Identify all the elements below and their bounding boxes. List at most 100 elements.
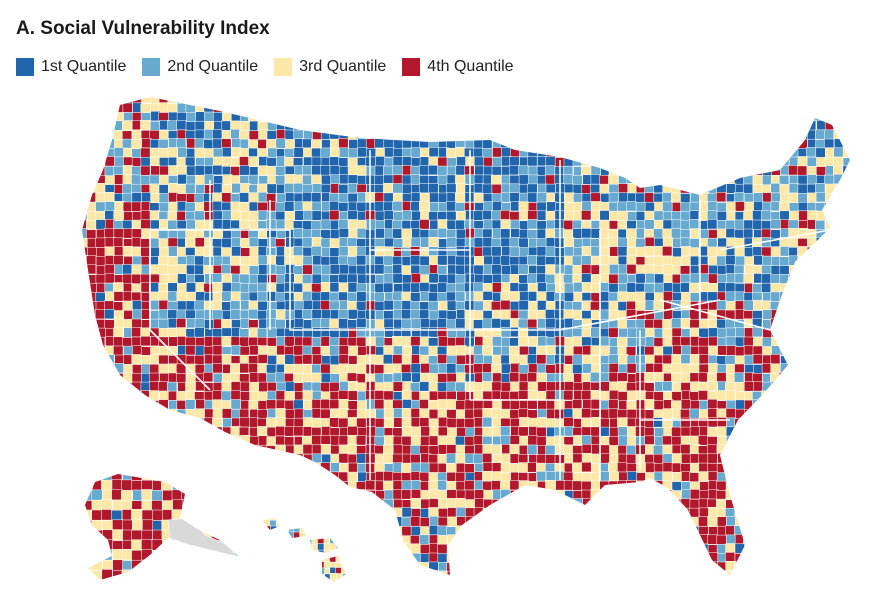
county-cell <box>384 327 395 338</box>
county-cell <box>573 580 583 590</box>
county-cell <box>572 526 583 537</box>
county-cell <box>771 391 782 402</box>
county-cell <box>212 418 223 429</box>
county-cell <box>95 309 106 320</box>
county-cell <box>518 580 528 590</box>
county-cell <box>212 561 223 573</box>
county-cell <box>356 264 367 276</box>
county-cell <box>275 435 286 446</box>
county-cell <box>82 561 88 572</box>
county-cell <box>834 327 845 338</box>
county-cell <box>212 201 223 212</box>
county-cell <box>519 535 530 546</box>
county-cell <box>338 255 349 266</box>
county-cell <box>446 444 457 455</box>
county-cell <box>311 552 322 563</box>
county-cell <box>491 174 502 185</box>
county-cell <box>726 120 737 131</box>
county-cell <box>527 210 538 221</box>
county-cell <box>203 148 215 159</box>
county-cell <box>293 228 304 239</box>
county-cell <box>779 274 790 285</box>
county-cell <box>401 516 412 528</box>
county-cell <box>465 570 476 575</box>
county-cell <box>743 426 754 437</box>
county-cell <box>95 399 106 410</box>
county-cell <box>806 426 817 437</box>
county-cell <box>842 399 850 410</box>
county-cell <box>167 265 178 276</box>
county-cell <box>797 112 808 123</box>
county-cell <box>743 228 754 239</box>
county-cell <box>312 517 323 528</box>
county-cell <box>85 500 93 512</box>
county-cell <box>302 300 314 311</box>
county-cell <box>581 328 592 339</box>
county-cell <box>752 147 764 159</box>
county-cell <box>195 174 206 186</box>
county-cell <box>555 517 566 528</box>
county-cell <box>519 120 530 131</box>
county-cell <box>185 399 196 410</box>
county-cell <box>788 552 799 564</box>
county-cell <box>152 474 164 482</box>
county-cell <box>563 273 574 285</box>
county-cell <box>232 581 242 591</box>
county-cell <box>285 444 296 455</box>
county-cell <box>275 444 286 455</box>
county-cell <box>617 462 628 473</box>
county-cell <box>770 112 781 123</box>
county-cell <box>191 560 203 572</box>
county-cell <box>104 417 115 428</box>
county-cell <box>707 427 718 438</box>
county-cell <box>707 534 718 545</box>
county-cell <box>151 569 163 580</box>
county-cell <box>716 426 728 437</box>
county-cell <box>82 292 88 303</box>
county-cell <box>600 246 611 257</box>
county-cell <box>735 516 746 527</box>
county-cell <box>482 507 493 518</box>
county-cell <box>743 553 755 564</box>
county-cell <box>636 480 647 491</box>
county-cell <box>82 535 88 546</box>
county-cell <box>682 580 692 590</box>
county-cell <box>194 517 205 528</box>
county-cell <box>653 445 664 456</box>
county-cell <box>581 534 592 545</box>
county-cell <box>168 463 179 474</box>
county-cell <box>95 111 106 122</box>
county-cell <box>501 111 512 122</box>
county-cell <box>680 202 691 213</box>
county-cell <box>852 364 862 374</box>
county-cell <box>527 372 538 383</box>
county-cell <box>573 345 584 357</box>
county-cell <box>142 559 154 571</box>
county-cell <box>672 247 683 258</box>
county-cell <box>599 139 611 150</box>
county-cell <box>608 327 619 338</box>
county-cell <box>482 103 493 114</box>
county-cell <box>563 129 574 140</box>
county-cell <box>159 454 170 465</box>
county-cell <box>149 390 160 401</box>
county-cell <box>392 381 403 392</box>
county-cell <box>284 436 295 447</box>
county-cell <box>770 516 781 527</box>
county-cell <box>86 336 97 347</box>
county-cell <box>212 390 223 401</box>
county-cell <box>825 391 836 402</box>
county-cell <box>572 219 583 231</box>
county-cell <box>780 336 791 347</box>
hawaii-counties <box>262 518 346 582</box>
county-cell <box>779 201 790 212</box>
county-cell <box>149 435 160 446</box>
county-cell <box>142 519 154 531</box>
county-cell <box>635 273 646 284</box>
county-cell <box>681 318 692 329</box>
county-cell <box>662 498 673 509</box>
county-cell <box>626 228 637 239</box>
county-cell <box>374 120 385 131</box>
county-cell <box>833 309 844 320</box>
county-cell <box>347 103 359 114</box>
